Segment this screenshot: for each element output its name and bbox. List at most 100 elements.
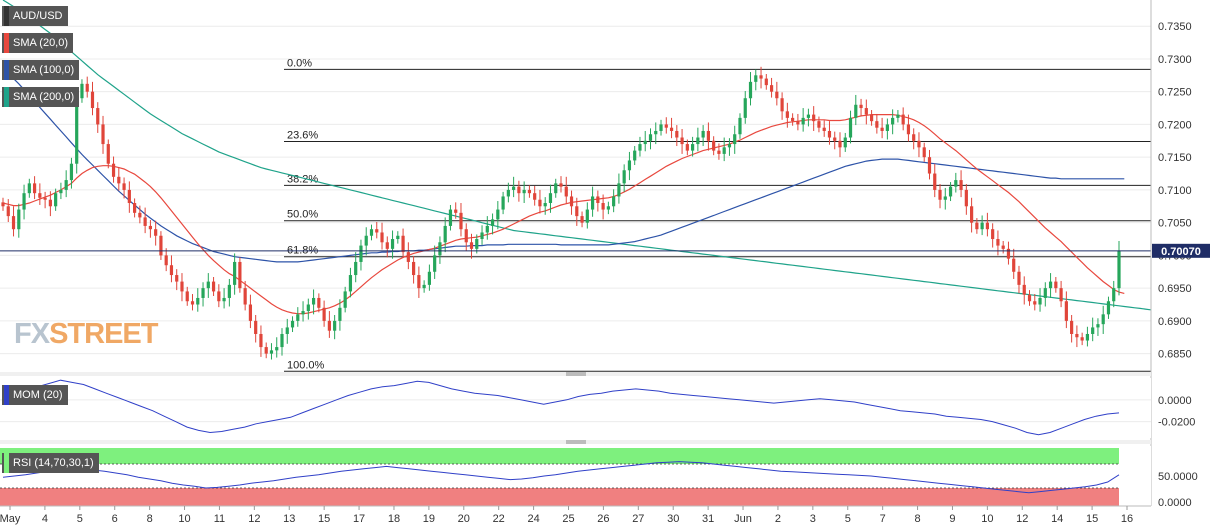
candle-body	[206, 281, 210, 289]
current-price-tag-box	[1152, 243, 1210, 258]
main-gridlines	[0, 25, 1151, 355]
candle-body	[680, 137, 684, 145]
candle-body	[985, 222, 989, 230]
candle-body	[891, 117, 895, 125]
legend-sma100[interactable]: SMA (100,0)	[2, 60, 80, 80]
candle-body	[490, 219, 495, 226]
candle-body	[664, 124, 668, 128]
candle-body	[1, 202, 5, 207]
time-tick-label: 6	[112, 513, 118, 525]
legend-rsi[interactable]: RSI (14,70,30,1)	[2, 453, 99, 473]
candle-body	[596, 196, 600, 204]
legend-sma100-label: SMA (100,0)	[13, 64, 75, 76]
candle-body	[1027, 294, 1032, 302]
candle-body	[285, 327, 289, 334]
legend-sma20[interactable]: SMA (20,0)	[2, 33, 74, 53]
candle-body	[712, 140, 716, 151]
panel-separator[interactable]	[0, 372, 1151, 376]
candle-body	[311, 297, 316, 305]
candle-body	[1080, 337, 1084, 341]
candle-body	[1022, 284, 1026, 295]
candle-body	[106, 144, 110, 164]
candle-body	[390, 239, 395, 249]
candle-body	[827, 130, 832, 138]
time-tick-label: May	[0, 513, 21, 525]
time-tick-label: 5	[77, 513, 83, 525]
fibonacci-label: 50.0%	[287, 209, 318, 221]
time-axis: May 4 5 6 8 10 11 12 13 15 17 18 19 20 22 24 25 26 27 30 31 J…	[0, 505, 1151, 525]
rsi-overbought-band	[0, 448, 1119, 464]
candle-body	[427, 271, 431, 285]
time-tick-label: 14	[1051, 513, 1063, 525]
price-tick-label: 0.7150	[1158, 152, 1192, 164]
candle-body	[354, 261, 358, 276]
candle-body	[633, 150, 637, 161]
panel-separators	[0, 372, 1151, 444]
time-tick-label: 7	[880, 513, 886, 525]
candle-body	[1006, 248, 1011, 259]
price-tick-label: 0.7200	[1158, 119, 1192, 131]
candle-body	[443, 225, 447, 243]
candle-body	[590, 196, 595, 210]
candle-body	[564, 186, 568, 197]
mom-panel-background	[0, 378, 1151, 438]
mom-panel: 0.0000 -0.0200	[0, 378, 1195, 438]
candle-body	[122, 183, 126, 190]
candle-body	[469, 242, 474, 249]
time-tick-label: 20	[458, 513, 470, 525]
rsi-oversold-band	[0, 488, 1119, 506]
candle-body	[101, 124, 105, 145]
candle-body	[654, 130, 658, 135]
candle-body	[938, 189, 942, 200]
candle-body	[406, 252, 410, 262]
rsi-axis: 50.0000 0.0000	[1158, 471, 1198, 509]
legend-mom-label: MOM (20)	[13, 389, 63, 401]
candle-body	[675, 130, 679, 138]
candle-body	[222, 297, 226, 302]
candle-body	[280, 333, 284, 348]
candle-body	[948, 186, 953, 197]
candle-body	[791, 117, 795, 122]
candle-body	[617, 183, 621, 197]
candle-body	[869, 114, 874, 122]
candle-body	[1117, 250, 1121, 289]
candle-body	[943, 196, 947, 200]
price-tick-label: 0.7300	[1158, 54, 1192, 66]
legend-sma200[interactable]: SMA (200,0)	[2, 87, 80, 107]
candle-body	[1054, 281, 1058, 289]
candle-body	[501, 196, 505, 210]
mom-line	[2, 379, 1120, 436]
candle-body	[548, 193, 553, 204]
candle-body	[1033, 301, 1037, 305]
candle-body	[43, 197, 47, 200]
rsi-gridlines	[0, 463, 1119, 489]
candle-body	[738, 117, 742, 135]
candle-body	[691, 144, 695, 151]
time-tick-label: 12	[248, 513, 260, 525]
fxstreet-watermark: FXSTREET	[14, 318, 158, 351]
time-tick-label: 17	[353, 513, 365, 525]
candle-body	[380, 232, 384, 243]
legend-mom[interactable]: MOM (20)	[2, 385, 68, 405]
mom-gridlines	[0, 399, 1151, 423]
candle-body	[1106, 301, 1111, 315]
sma100-line	[2, 68, 1125, 263]
candle-body	[996, 239, 1000, 246]
candle-body	[1048, 281, 1053, 289]
candle-body	[485, 225, 489, 233]
candle-body	[1101, 314, 1105, 325]
current-price-tag: 0.70070	[1152, 243, 1210, 258]
candle-body	[175, 275, 179, 282]
panel-separator[interactable]	[0, 440, 1151, 444]
candle-body	[875, 121, 879, 128]
legend-symbol[interactable]: AUD/USD	[2, 6, 68, 26]
fibonacci-levels: 0.0%23.6%38.2%50.0%61.8%100.0%	[284, 57, 1151, 372]
price-tick-label: 0.6950	[1158, 283, 1192, 295]
candle-body	[422, 284, 426, 289]
candle-body	[659, 124, 663, 131]
legend-rsi-label: RSI (14,70,30,1)	[13, 457, 94, 469]
legend-symbol-swatch	[4, 6, 9, 26]
candle-body	[375, 229, 379, 233]
time-tick-label: 11	[214, 513, 225, 525]
